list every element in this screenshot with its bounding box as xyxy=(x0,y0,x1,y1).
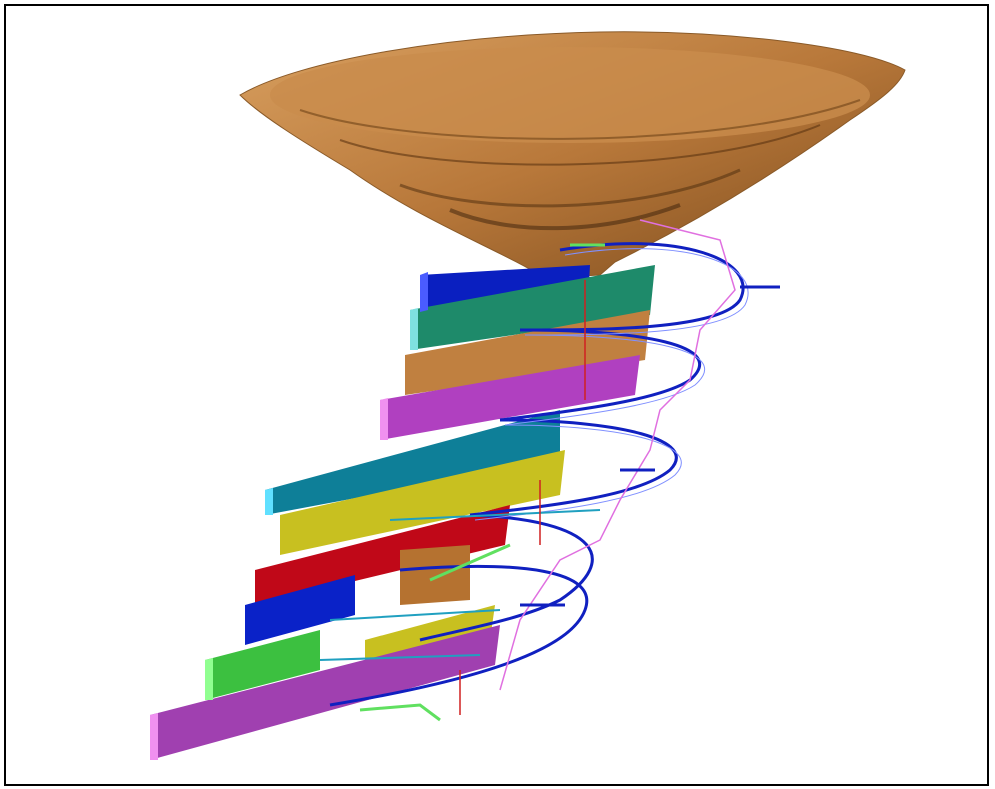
ore-slabs xyxy=(150,265,655,760)
open-pit xyxy=(239,31,906,279)
ramp xyxy=(319,219,780,722)
